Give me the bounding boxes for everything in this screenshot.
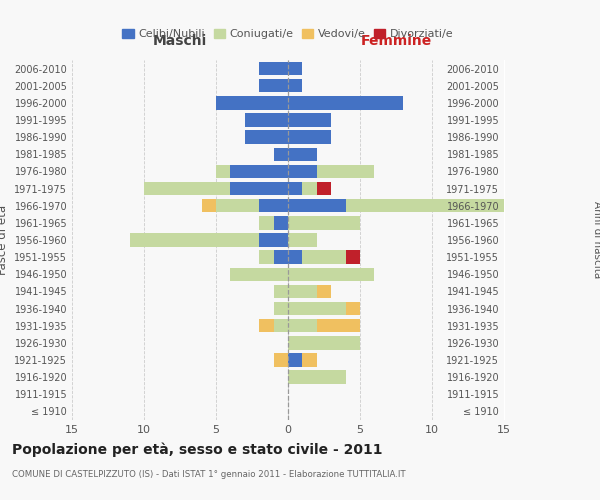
Bar	[274, 319, 288, 332]
Bar	[274, 148, 288, 161]
Bar	[317, 182, 331, 196]
Bar	[230, 164, 288, 178]
Bar	[302, 354, 317, 366]
Text: COMUNE DI CASTELPIZZUTO (IS) - Dati ISTAT 1° gennaio 2011 - Elaborazione TUTTITA: COMUNE DI CASTELPIZZUTO (IS) - Dati ISTA…	[12, 470, 406, 479]
Bar	[288, 62, 302, 76]
Bar	[259, 199, 288, 212]
Bar	[245, 114, 288, 126]
Bar	[346, 250, 360, 264]
Bar	[288, 268, 374, 281]
Bar	[245, 130, 288, 144]
Bar	[346, 302, 360, 316]
Bar	[288, 164, 317, 178]
Bar	[230, 268, 288, 281]
Text: Maschi: Maschi	[153, 34, 207, 48]
Bar	[346, 199, 504, 212]
Bar	[288, 79, 302, 92]
Bar	[302, 250, 346, 264]
Bar	[216, 199, 259, 212]
Bar	[302, 182, 317, 196]
Text: Femmine: Femmine	[361, 34, 431, 48]
Bar	[288, 114, 331, 126]
Bar	[274, 354, 288, 366]
Bar	[216, 96, 288, 110]
Text: Anni di nascita: Anni di nascita	[592, 202, 600, 278]
Bar	[202, 199, 216, 212]
Bar	[288, 182, 302, 196]
Bar	[288, 96, 403, 110]
Bar	[259, 234, 288, 246]
Bar	[288, 284, 317, 298]
Y-axis label: Fasce di età: Fasce di età	[0, 205, 9, 275]
Text: Popolazione per età, sesso e stato civile - 2011: Popolazione per età, sesso e stato civil…	[12, 442, 383, 457]
Bar	[288, 370, 346, 384]
Bar	[274, 302, 288, 316]
Bar	[130, 234, 259, 246]
Bar	[288, 250, 302, 264]
Bar	[288, 130, 331, 144]
Bar	[259, 250, 274, 264]
Bar	[259, 216, 274, 230]
Bar	[274, 216, 288, 230]
Bar	[317, 284, 331, 298]
Bar	[288, 234, 317, 246]
Bar	[288, 199, 346, 212]
Bar	[274, 284, 288, 298]
Bar	[216, 164, 230, 178]
Bar	[274, 250, 288, 264]
Bar	[259, 62, 288, 76]
Bar	[288, 302, 346, 316]
Bar	[288, 216, 360, 230]
Bar	[230, 182, 288, 196]
Bar	[288, 319, 317, 332]
Bar	[144, 182, 230, 196]
Bar	[288, 354, 302, 366]
Bar	[259, 79, 288, 92]
Legend: Celibi/Nubili, Coniugati/e, Vedovi/e, Divorziati/e: Celibi/Nubili, Coniugati/e, Vedovi/e, Di…	[118, 24, 458, 44]
Bar	[288, 336, 360, 349]
Bar	[259, 319, 274, 332]
Bar	[288, 148, 317, 161]
Bar	[317, 164, 374, 178]
Bar	[317, 319, 360, 332]
